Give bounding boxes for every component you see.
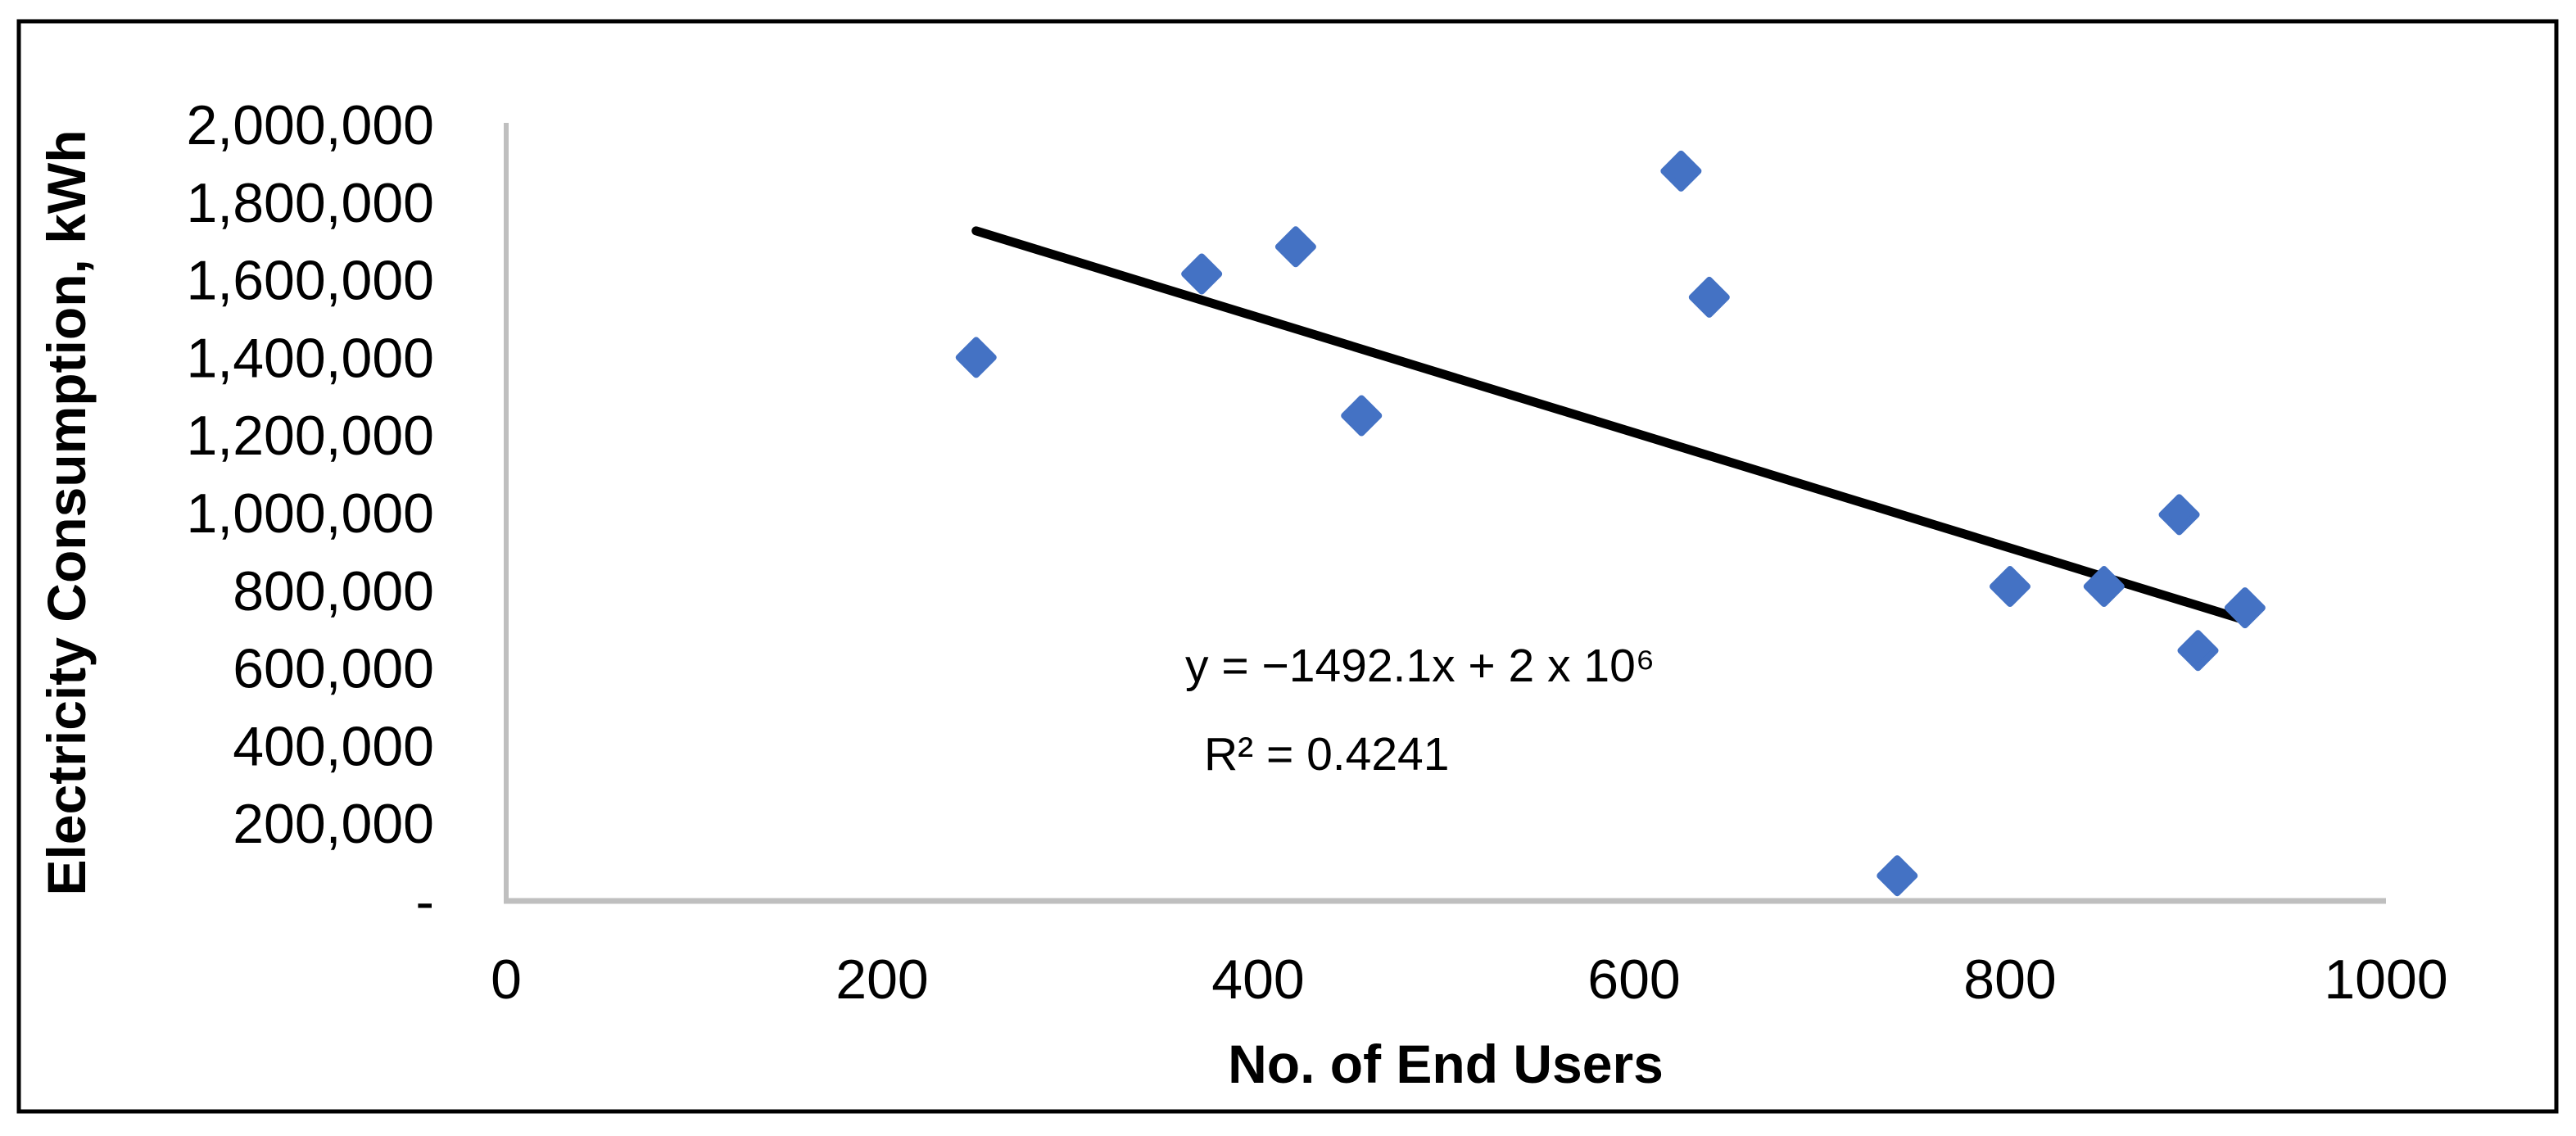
data-point-marker (1181, 253, 1223, 295)
y-tick-label: 800,000 (233, 560, 434, 622)
x-tick-label: 1000 (2324, 948, 2447, 1011)
x-tick-label: 600 (1587, 948, 1680, 1011)
x-tick-label: 800 (1963, 948, 2056, 1011)
data-point-marker (2158, 494, 2200, 536)
x-tick-label: 200 (835, 948, 928, 1011)
y-tick-label: 1,400,000 (186, 327, 434, 389)
y-tick-label: 200,000 (233, 793, 434, 855)
data-point-marker (2177, 630, 2219, 672)
data-point-marker (2224, 587, 2266, 629)
data-point-marker (1688, 276, 1730, 318)
trendline-equation-label: y = −1492.1x + 2 x 10⁶ (1185, 640, 1655, 692)
trendline (971, 226, 2252, 626)
data-point-marker (955, 337, 997, 378)
chart-border (16, 19, 2559, 1114)
data-point-marker (1660, 150, 1702, 192)
data-point-marker (2083, 566, 2125, 608)
x-tick-label: 400 (1211, 948, 1304, 1011)
data-point-marker (1990, 566, 2030, 608)
y-tick-label: 1,600,000 (186, 250, 434, 312)
data-point-marker (1877, 855, 1918, 897)
data-point-marker (1274, 226, 1316, 268)
y-axis-tick-labels: 2,000,000 1,800,000 1,600,000 1,400,000 1,20… (186, 94, 434, 933)
x-axis-tick-labels: 0 200 400 600 800 1000 (491, 948, 2448, 1011)
x-axis-title: No. of End Users (1228, 1034, 1664, 1094)
r-squared-label: R² = 0.4241 (1204, 728, 1449, 781)
y-tick-label: 2,000,000 (186, 94, 434, 156)
y-axis-title: Electricity Consumption, kWh (36, 129, 97, 895)
y-tick-label: 600,000 (233, 638, 434, 700)
data-point-marker (1341, 395, 1383, 437)
y-tick-label: - (415, 871, 434, 933)
y-tick-label: 400,000 (233, 715, 434, 777)
x-tick-label: 0 (491, 948, 522, 1011)
y-tick-label: 1,800,000 (186, 172, 434, 234)
data-points (955, 150, 2266, 897)
y-tick-label: 1,200,000 (186, 405, 434, 467)
y-tick-label: 1,000,000 (186, 482, 434, 545)
